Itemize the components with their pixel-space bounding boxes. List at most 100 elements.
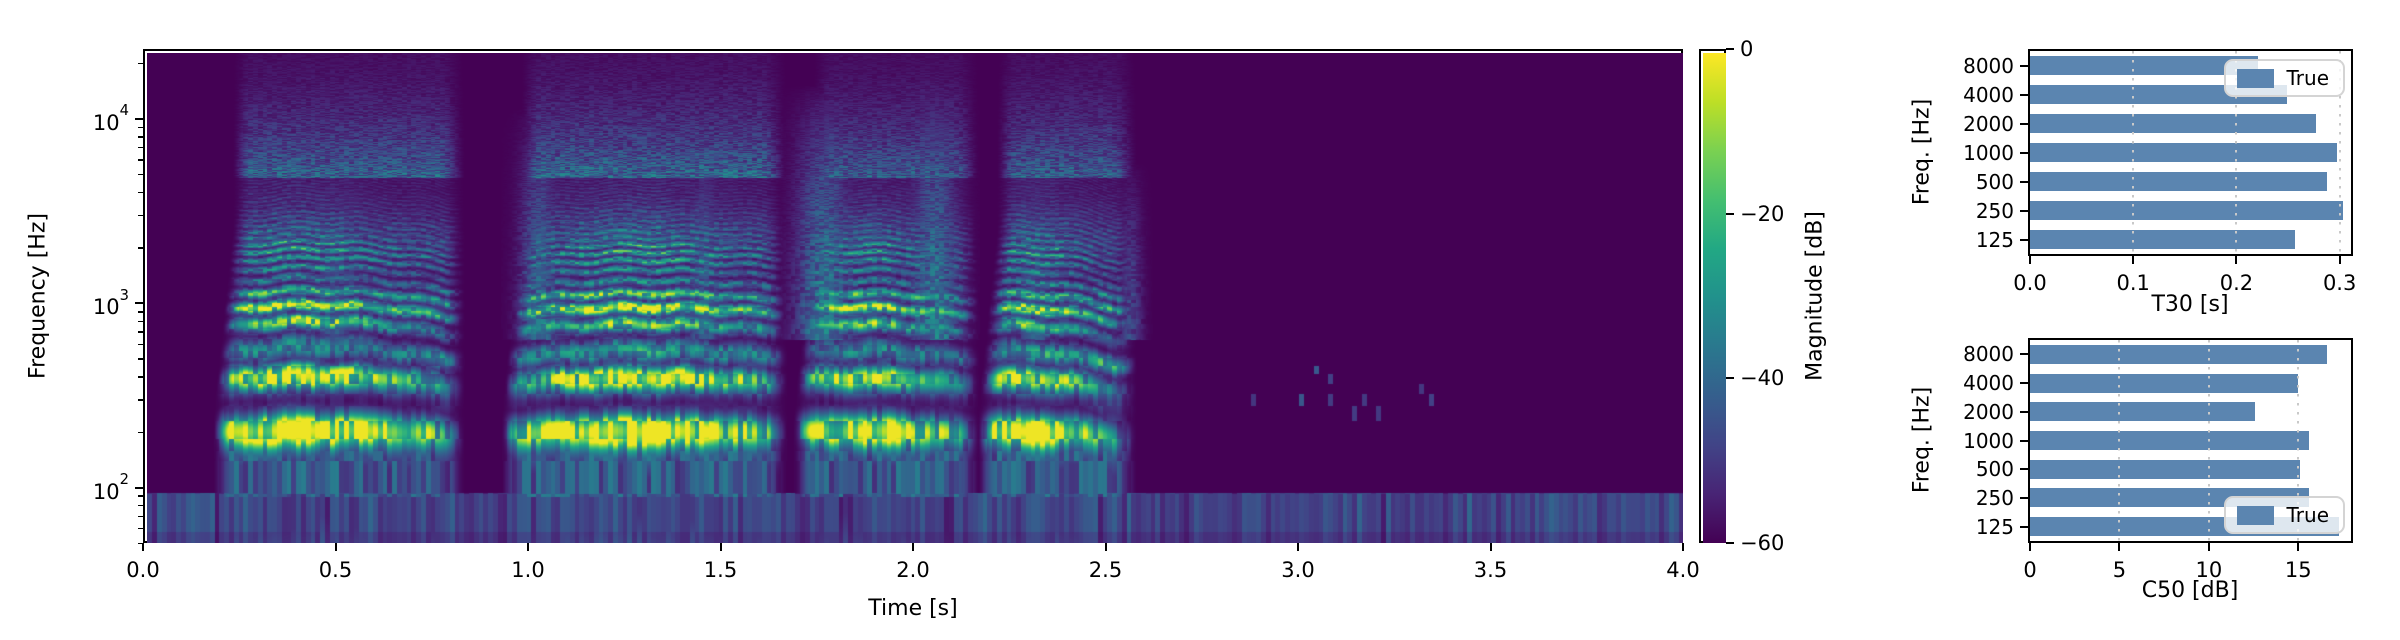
grid-line <box>2118 340 2121 541</box>
y-minor-tick <box>138 159 143 161</box>
y-minor-tick <box>138 331 143 333</box>
bar-4000hz <box>2030 373 2299 393</box>
y-minor-tick <box>138 63 143 65</box>
grid-line <box>2132 51 2135 254</box>
y-tick <box>2020 93 2028 96</box>
x-tick-label: 0 <box>2023 558 2037 582</box>
y-tick <box>2020 439 2028 442</box>
x-tick-label: 4.0 <box>1666 558 1700 582</box>
x-tick <box>2207 543 2210 551</box>
x-tick-label: 0.0 <box>2013 271 2047 295</box>
t30-legend: True <box>2223 59 2345 97</box>
x-tick <box>1297 543 1299 551</box>
bar-500hz <box>2030 459 2301 479</box>
x-tick-label: 0.3 <box>2322 271 2357 295</box>
x-tick-label: 0.1 <box>2116 271 2150 295</box>
y-tick-label: 102 <box>92 470 129 504</box>
colorbar-label: Magnitude [dB] <box>1802 211 1828 381</box>
x-tick <box>2029 543 2031 551</box>
grid-line <box>2207 340 2210 541</box>
t30-xlabel: T30 [s] <box>2151 292 2229 317</box>
x-tick-label: 5 <box>2112 558 2127 582</box>
colorbar <box>1699 49 1726 543</box>
y-minor-tick <box>138 527 143 530</box>
y-tick <box>2020 410 2028 413</box>
grid-line <box>2235 51 2238 254</box>
c50-xlabel: C50 [dB] <box>2141 578 2239 603</box>
y-tick-label: 250 <box>1975 485 2014 510</box>
bar-8000hz <box>2030 344 2327 364</box>
y-tick-label: 8000 <box>1963 342 2014 367</box>
x-tick-label: 0.2 <box>2219 271 2254 295</box>
c50-ylabel: Freq. [Hz] <box>1909 386 1935 494</box>
x-tick <box>142 543 144 551</box>
y-tick <box>2020 496 2028 499</box>
frequency-axis-label: Frequency [Hz] <box>25 213 51 379</box>
legend-label: True <box>2286 66 2329 90</box>
y-minor-tick <box>138 147 143 149</box>
y-minor-tick <box>138 126 143 129</box>
y-minor-tick <box>138 515 143 517</box>
x-tick-label: 0.0 <box>126 558 160 582</box>
colorbar-tick-label: −40 <box>1740 366 1785 391</box>
colorbar-tick <box>1726 377 1734 380</box>
y-tick <box>135 302 143 305</box>
y-minor-tick <box>138 376 143 378</box>
y-minor-tick <box>138 431 143 433</box>
c50-legend: True <box>2223 496 2345 534</box>
colorbar-tick <box>1726 212 1734 215</box>
y-minor-tick <box>138 343 143 346</box>
y-minor-tick <box>138 214 143 217</box>
colorbar-tick <box>1726 48 1734 50</box>
y-minor-tick <box>138 504 143 507</box>
bar-4000hz <box>2030 85 2287 104</box>
x-tick <box>2118 543 2121 551</box>
y-minor-tick <box>138 191 143 194</box>
x-tick-label: 10 <box>2195 558 2223 582</box>
x-tick-label: 3.5 <box>1473 558 1508 582</box>
y-tick-label: 250 <box>1975 198 2014 223</box>
y-tick-label: 104 <box>92 102 129 136</box>
y-tick-label: 2000 <box>1963 399 2014 424</box>
y-tick <box>135 486 143 489</box>
bar-500hz <box>2030 172 2328 191</box>
grid-line <box>2338 51 2341 254</box>
y-tick <box>2020 353 2028 356</box>
x-tick <box>2235 256 2238 264</box>
y-tick <box>2020 151 2028 154</box>
y-minor-tick <box>138 399 143 401</box>
grid-line <box>2297 340 2300 541</box>
y-tick-label: 1000 <box>1963 140 2014 165</box>
x-tick <box>334 543 337 551</box>
colorbar-tick-label: −60 <box>1740 531 1785 555</box>
bar-1000hz <box>2030 143 2337 162</box>
y-tick-label: 103 <box>92 286 129 320</box>
y-tick-label: 8000 <box>1963 53 2014 78</box>
spectrogram-image <box>147 53 1683 543</box>
x-tick <box>2338 256 2341 264</box>
x-tick <box>527 543 529 551</box>
y-minor-tick <box>138 542 143 544</box>
x-tick <box>719 543 722 551</box>
y-tick <box>2020 180 2028 183</box>
y-tick-label: 2000 <box>1963 111 2014 136</box>
y-tick-label: 500 <box>1975 457 2014 482</box>
y-tick-label: 125 <box>1975 227 2014 252</box>
x-tick <box>912 543 914 551</box>
bar-2000hz <box>2030 114 2316 133</box>
spectrogram-axes <box>143 49 1683 543</box>
bar-250hz <box>2030 201 2343 220</box>
y-minor-tick <box>138 136 143 138</box>
bar-8000hz <box>2030 56 2259 75</box>
y-tick-label: 4000 <box>1963 371 2014 396</box>
x-tick-label: 2.0 <box>896 558 930 582</box>
x-tick <box>1489 543 1492 551</box>
x-tick <box>1104 543 1107 551</box>
y-minor-tick <box>138 495 143 497</box>
y-tick <box>2020 122 2028 125</box>
colorbar-gradient <box>1703 53 1726 543</box>
y-tick-label: 1000 <box>1963 428 2014 453</box>
time-axis-label: Time [s] <box>868 596 958 621</box>
y-tick-label: 4000 <box>1963 82 2014 107</box>
